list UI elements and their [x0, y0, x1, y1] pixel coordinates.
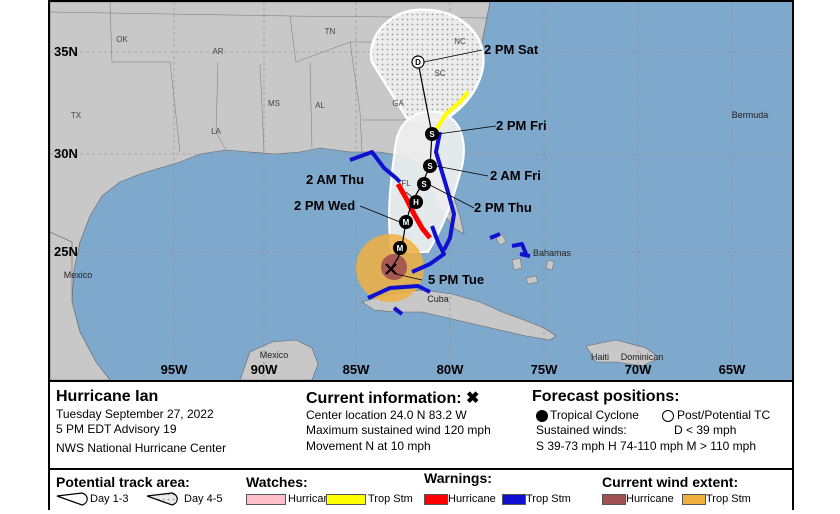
forecast-marker-letter: H: [413, 198, 419, 207]
forecast-marker-letter: M: [397, 244, 404, 253]
center-location: Center location 24.0 N 83.2 W: [306, 408, 467, 422]
lon-label: 90W: [251, 362, 278, 377]
tropical-cyclone-icon: [536, 410, 548, 422]
trop-storm-warning-lines: [349, 131, 531, 316]
lon-label: 80W: [437, 362, 464, 377]
forecast-marker-letter: D: [415, 58, 421, 67]
ts-wind-label: Trop Stm: [706, 493, 751, 505]
tc-label: Tropical Cyclone: [550, 408, 639, 422]
ts-warning-swatch: [502, 494, 526, 505]
place-label: Dominican: [621, 352, 664, 362]
wind-ranges: S 39-73 mph H 74-110 mph M > 110 mph: [536, 439, 757, 453]
warnings-title: Warnings:: [424, 470, 492, 486]
ts-wind-swatch: [682, 494, 706, 505]
lon-label: 65W: [719, 362, 746, 377]
x-marker-icon: ✖: [466, 390, 480, 407]
lat-label: 30N: [54, 146, 78, 161]
hurricane-watch-label: Hurricane: [288, 493, 336, 505]
ts-warning-label: Trop Stm: [526, 493, 571, 505]
state-label: NC: [454, 37, 466, 46]
state-label: TX: [71, 111, 82, 120]
place-label: Bermuda: [732, 110, 769, 120]
lat-label: 25N: [54, 244, 78, 259]
max-winds: Maximum sustained wind 120 mph: [306, 423, 491, 437]
place-label: Haiti: [591, 352, 609, 362]
forecast-marker-letter: M: [403, 218, 410, 227]
forecast-time-label: 2 PM Sat: [484, 42, 539, 57]
state-label: TN: [325, 27, 336, 36]
post-tc-label: Post/Potential TC: [677, 408, 771, 422]
hurricane-watch-swatch: [246, 494, 286, 505]
cone-day-4-5: [369, 8, 485, 122]
advisory-date: Tuesday September 27, 2022: [56, 407, 214, 421]
forecast-marker-letter: S: [421, 180, 427, 189]
storm-name: Hurricane Ian: [56, 388, 159, 405]
current-info-title-text: Current information:: [306, 390, 462, 407]
day-4-5-label: Day 4-5: [184, 493, 223, 505]
advisory-number: 5 PM EDT Advisory 19: [56, 422, 177, 436]
forecast-time-label: 5 PM Tue: [428, 272, 484, 287]
place-label: Mexico: [64, 270, 93, 280]
forecast-markers: [393, 55, 439, 255]
forecast-time-label: 2 PM Thu: [474, 200, 532, 215]
place-label: Mexico: [260, 350, 289, 360]
label-leaders: [359, 49, 497, 281]
forecast-time-label: 2 PM Fri: [496, 118, 547, 133]
legend-divider: [50, 468, 792, 470]
hurricane-wind-label: Hurricane: [626, 493, 674, 505]
d-range: D < 39 mph: [674, 423, 737, 437]
place-label: Bahamas: [533, 248, 572, 258]
forecast-marker-letter: S: [427, 162, 433, 171]
lon-label: 70W: [625, 362, 652, 377]
state-label: FL: [401, 179, 411, 188]
current-info-title: Current information: ✖: [306, 388, 479, 408]
track-area-title: Potential track area:: [56, 474, 190, 490]
current-position-x: [385, 263, 397, 275]
hurricane-warning-label: Hurricane: [448, 493, 496, 505]
forecast-time-label: 2 AM Fri: [490, 168, 541, 183]
lon-label: 95W: [161, 362, 188, 377]
trop-storm-watch-line: [434, 90, 470, 132]
forecast-graphic: 35N 30N 25N 95W 90W 85W 80W 75W 70W 65W OK AR TN NC SC…: [48, 0, 794, 512]
hurricane-warning-line: [395, 182, 432, 240]
state-label: GA: [392, 99, 404, 108]
forecast-marker-letter: S: [429, 130, 435, 139]
forecast-positions-title: Forecast positions:: [532, 388, 680, 405]
mexico-landmass: [50, 231, 111, 380]
hurricane-warning-swatch: [424, 494, 448, 505]
state-label: OK: [116, 35, 128, 44]
day-1-3-label: Day 1-3: [90, 493, 129, 505]
wind-extent-title: Current wind extent:: [602, 474, 739, 490]
bahamas: [495, 233, 555, 285]
post-tc-icon: [662, 410, 674, 422]
hurricane-wind-swatch: [602, 494, 626, 505]
state-label: SC: [434, 69, 445, 78]
graticule: [50, 2, 792, 380]
forecast-time-label: 2 AM Thu: [306, 172, 364, 187]
ts-watch-swatch: [326, 494, 366, 505]
place-label: Cuba: [427, 294, 449, 304]
lon-label: 75W: [531, 362, 558, 377]
sustained-label: Sustained winds:: [536, 423, 627, 437]
hispaniola: [585, 339, 661, 367]
agency: NWS National Hurricane Center: [56, 441, 227, 455]
watches-title: Watches:: [246, 474, 308, 490]
cuba: [361, 289, 557, 341]
day-4-5-cone-icon: [146, 492, 178, 506]
ts-watch-label: Trop Stm: [368, 493, 413, 505]
movement: Movement N at 10 mph: [306, 439, 431, 453]
day-1-3-cone-icon: [56, 492, 88, 506]
state-label: AR: [212, 47, 223, 56]
lat-label: 35N: [54, 44, 78, 59]
forecast-time-label: 2 PM Wed: [294, 198, 355, 213]
yucatan: [239, 339, 319, 380]
info-panel: Hurricane Ian Tuesday September 27, 2022…: [50, 380, 792, 512]
state-label: MS: [268, 99, 280, 108]
lon-label: 85W: [343, 362, 370, 377]
state-label: AL: [315, 101, 325, 110]
state-label: LA: [211, 127, 221, 136]
